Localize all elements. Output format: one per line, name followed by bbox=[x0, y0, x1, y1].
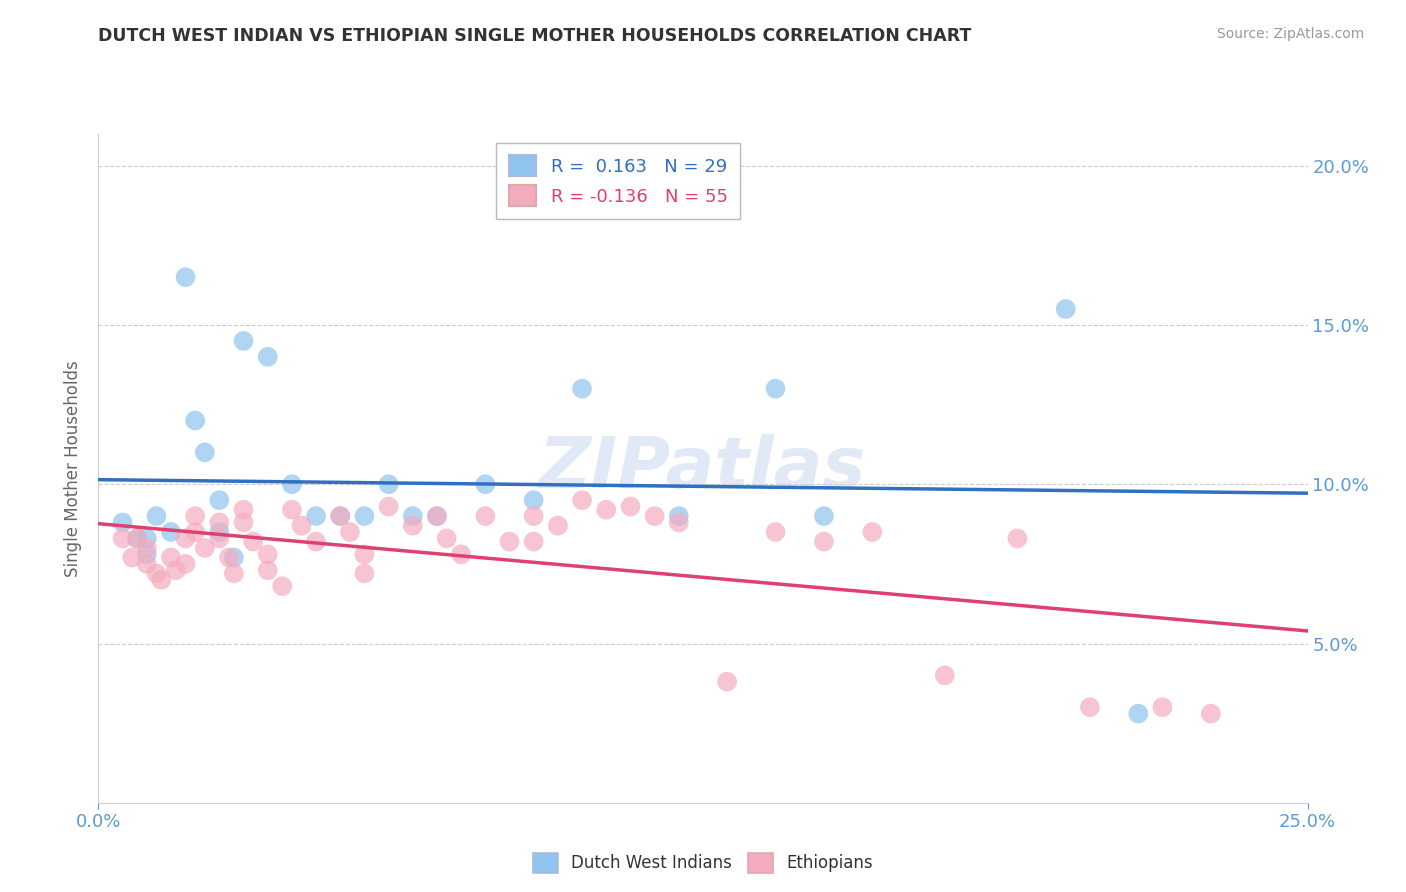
Point bbox=[474, 509, 496, 524]
Point bbox=[208, 493, 231, 508]
Point bbox=[194, 541, 217, 555]
Point bbox=[218, 550, 240, 565]
Point bbox=[353, 547, 375, 561]
Point bbox=[813, 509, 835, 524]
Point bbox=[160, 550, 183, 565]
Point bbox=[232, 502, 254, 516]
Point bbox=[523, 493, 546, 508]
Point bbox=[111, 516, 134, 530]
Point bbox=[813, 534, 835, 549]
Point bbox=[547, 518, 569, 533]
Point bbox=[329, 509, 352, 524]
Point bbox=[290, 518, 312, 533]
Point bbox=[426, 509, 449, 524]
Point bbox=[208, 516, 231, 530]
Point bbox=[595, 502, 617, 516]
Point bbox=[111, 532, 134, 546]
Point bbox=[135, 541, 157, 555]
Point bbox=[436, 532, 458, 546]
Legend: R =  0.163   N = 29, R = -0.136   N = 55: R = 0.163 N = 29, R = -0.136 N = 55 bbox=[496, 143, 741, 219]
Point bbox=[232, 334, 254, 348]
Point bbox=[426, 509, 449, 524]
Point bbox=[339, 524, 361, 539]
Point bbox=[1199, 706, 1222, 721]
Point bbox=[121, 550, 143, 565]
Point bbox=[1078, 700, 1101, 714]
Point bbox=[716, 674, 738, 689]
Point bbox=[281, 502, 304, 516]
Point bbox=[523, 509, 546, 524]
Point bbox=[498, 534, 520, 549]
Point bbox=[232, 516, 254, 530]
Point bbox=[860, 524, 883, 539]
Y-axis label: Single Mother Households: Single Mother Households bbox=[65, 360, 83, 576]
Point bbox=[184, 524, 207, 539]
Point bbox=[165, 563, 187, 577]
Point bbox=[242, 534, 264, 549]
Point bbox=[135, 557, 157, 571]
Point bbox=[305, 534, 328, 549]
Point bbox=[281, 477, 304, 491]
Point bbox=[377, 477, 399, 491]
Point bbox=[150, 573, 173, 587]
Point bbox=[222, 566, 245, 581]
Text: Source: ZipAtlas.com: Source: ZipAtlas.com bbox=[1216, 27, 1364, 41]
Point bbox=[1152, 700, 1174, 714]
Point bbox=[194, 445, 217, 459]
Point bbox=[571, 493, 593, 508]
Point bbox=[174, 270, 197, 285]
Point bbox=[523, 534, 546, 549]
Point bbox=[184, 413, 207, 427]
Point bbox=[256, 547, 278, 561]
Point bbox=[145, 566, 167, 581]
Point bbox=[934, 668, 956, 682]
Point bbox=[208, 532, 231, 546]
Text: ZIPatlas: ZIPatlas bbox=[540, 434, 866, 503]
Point bbox=[256, 350, 278, 364]
Point bbox=[222, 550, 245, 565]
Point bbox=[668, 516, 690, 530]
Point bbox=[571, 382, 593, 396]
Point bbox=[160, 524, 183, 539]
Point bbox=[127, 532, 149, 546]
Point bbox=[305, 509, 328, 524]
Point bbox=[450, 547, 472, 561]
Point bbox=[644, 509, 666, 524]
Point bbox=[1007, 532, 1029, 546]
Point bbox=[174, 557, 197, 571]
Point bbox=[1054, 301, 1077, 316]
Point bbox=[184, 509, 207, 524]
Point bbox=[174, 532, 197, 546]
Point bbox=[668, 509, 690, 524]
Point bbox=[402, 518, 425, 533]
Point bbox=[208, 524, 231, 539]
Point bbox=[474, 477, 496, 491]
Point bbox=[619, 500, 641, 514]
Point bbox=[353, 566, 375, 581]
Point bbox=[145, 509, 167, 524]
Point bbox=[271, 579, 294, 593]
Point bbox=[1128, 706, 1150, 721]
Text: DUTCH WEST INDIAN VS ETHIOPIAN SINGLE MOTHER HOUSEHOLDS CORRELATION CHART: DUTCH WEST INDIAN VS ETHIOPIAN SINGLE MO… bbox=[98, 27, 972, 45]
Point bbox=[765, 524, 787, 539]
Point bbox=[329, 509, 352, 524]
Point bbox=[135, 532, 157, 546]
Point bbox=[256, 563, 278, 577]
Point bbox=[765, 382, 787, 396]
Point bbox=[353, 509, 375, 524]
Point bbox=[127, 532, 149, 546]
Point bbox=[377, 500, 399, 514]
Legend: Dutch West Indians, Ethiopians: Dutch West Indians, Ethiopians bbox=[526, 847, 880, 880]
Point bbox=[135, 547, 157, 561]
Point bbox=[402, 509, 425, 524]
